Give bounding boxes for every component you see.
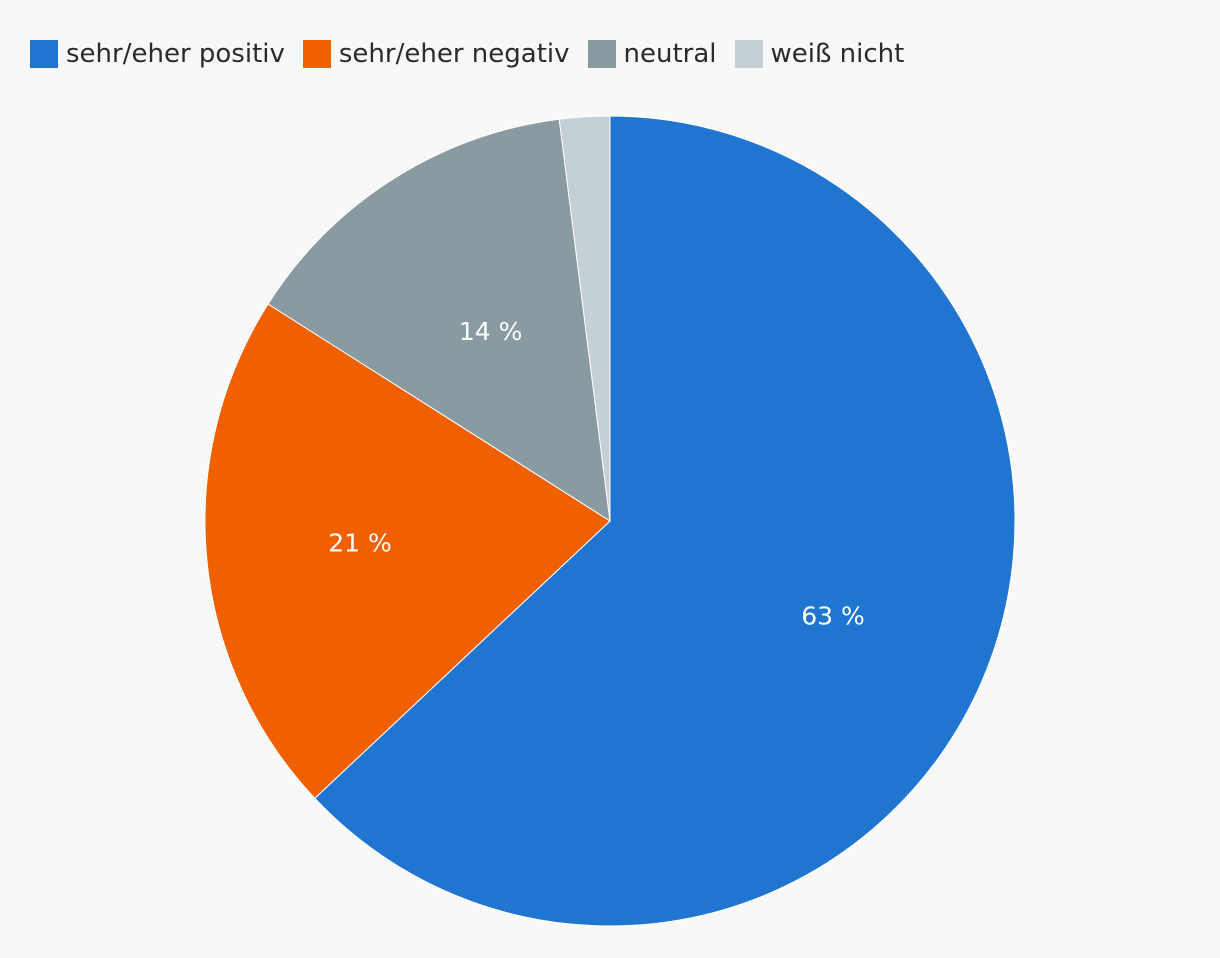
slice-label-negative: 21 % — [328, 529, 392, 558]
slice-negative[interactable] — [204, 303, 611, 799]
legend-swatch-negative — [302, 40, 331, 68]
legend-label-negative: sehr/eher negativ — [338, 39, 570, 69]
legend-item-neutral[interactable]: neutral — [587, 39, 717, 69]
legend-item-dont-know[interactable]: weiß nicht — [734, 39, 905, 69]
slice-positive[interactable] — [314, 115, 1016, 927]
legend-item-positive[interactable]: sehr/eher positiv — [30, 40, 285, 68]
legend-item-negative[interactable]: sehr/eher negativ — [302, 39, 570, 69]
legend-label-neutral: neutral — [623, 39, 717, 69]
slice-label-neutral: 14 % — [459, 317, 523, 346]
slice-label-positive: 63 % — [801, 602, 865, 631]
legend-swatch-positive — [30, 40, 58, 68]
slice-dont-know[interactable] — [558, 115, 611, 522]
legend-swatch-neutral — [587, 40, 616, 68]
legend-swatch-dont-know — [734, 40, 763, 68]
slice-neutral[interactable] — [267, 118, 611, 522]
legend: sehr/eher positiv sehr/eher negativ neut… — [30, 36, 904, 72]
legend-label-positive: sehr/eher positiv — [66, 39, 285, 69]
legend-label-dont-know: weiß nicht — [770, 39, 905, 69]
